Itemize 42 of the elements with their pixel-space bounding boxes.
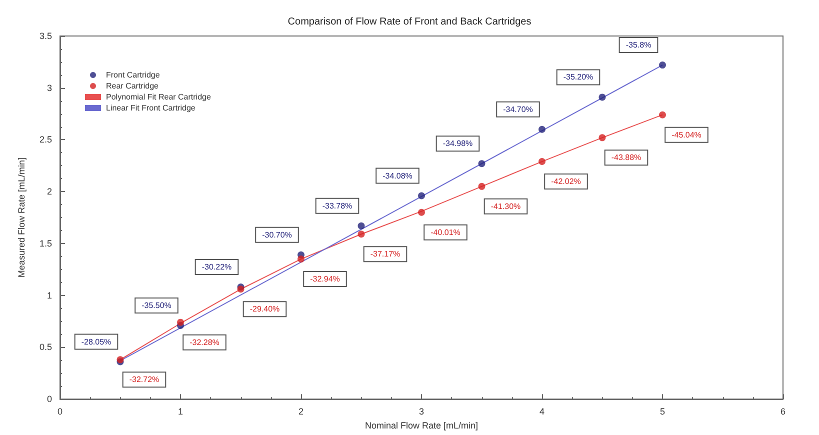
- annotation: -33.78%: [322, 201, 352, 210]
- annotation: -34.98%: [442, 139, 473, 148]
- annotation: -35.50%: [142, 300, 172, 310]
- y-tick-label: 3.5: [39, 31, 52, 41]
- annotation: -45.04%: [672, 130, 702, 140]
- legend-label: Front Cartridge: [106, 70, 160, 80]
- annotation: -34.08%: [382, 171, 412, 180]
- x-tick-label: 0: [57, 406, 63, 417]
- x-tick-label: 4: [539, 406, 545, 417]
- x-tick-label: 2: [298, 406, 304, 417]
- legend-label: Linear Fit Front Cartridge: [106, 104, 196, 112]
- legend-label: Rear Cartridge: [106, 82, 160, 90]
- x-tick-label: 5: [660, 406, 666, 417]
- y-tick-label: 2: [46, 186, 52, 197]
- x-tick-label: 3: [418, 406, 424, 417]
- annotation: -28.05%: [81, 337, 112, 346]
- annotation: -32.28%: [190, 338, 220, 347]
- annotation: -42.02%: [551, 177, 581, 186]
- x-tick-label: 1: [178, 406, 184, 417]
- annotation: -41.30%: [490, 202, 521, 211]
- chart-title: Comparison of Flow Rate of Front and Back Cartridges: [288, 16, 532, 28]
- y-axis-title: Measured Flow Rate [mL/min]: [16, 158, 26, 278]
- annotation: -40.01%: [430, 228, 460, 237]
- annotation: -35.20%: [563, 72, 594, 82]
- annotation: -37.17%: [370, 250, 400, 259]
- annotation: -30.22%: [202, 262, 232, 272]
- annotation: -29.40%: [250, 304, 280, 314]
- y-tick-label: 0.5: [39, 342, 52, 352]
- y-tick-label: 2.5: [39, 134, 52, 145]
- annotation: -43.88%: [611, 153, 642, 162]
- annotation: -32.72%: [129, 375, 160, 384]
- x-tick-label: 6: [780, 406, 786, 417]
- x-axis-title: Nominal Flow Rate [mL/min]: [364, 420, 478, 430]
- annotation: -35.8%: [626, 40, 652, 50]
- y-tick-label: 3: [46, 82, 52, 93]
- y-tick-label: 0: [46, 394, 52, 404]
- y-tick-label: 1.5: [39, 238, 52, 248]
- y-tick-label: 1: [46, 290, 52, 300]
- annotation: -30.70%: [262, 230, 292, 240]
- annotation: -34.70%: [503, 104, 533, 114]
- annotation: -32.94%: [310, 274, 340, 284]
- legend-label: Polynomial Fit Rear Cartridge: [106, 92, 212, 102]
